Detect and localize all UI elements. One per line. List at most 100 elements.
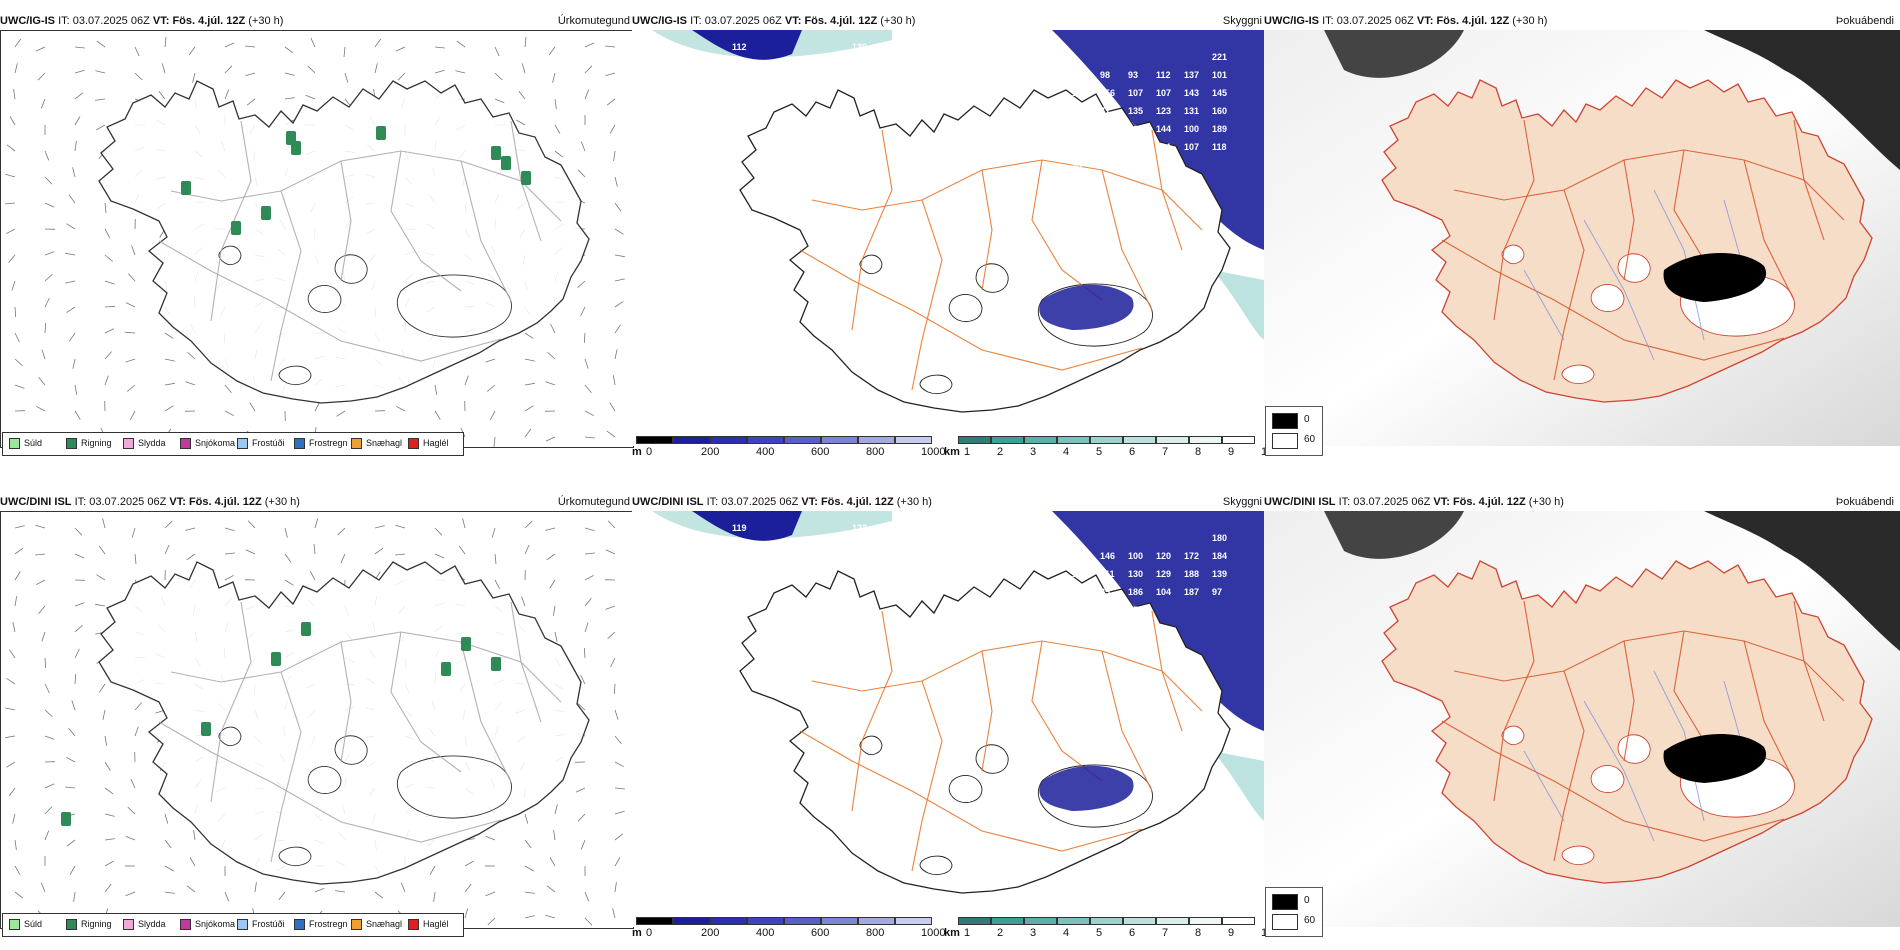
visibility-value-label: 207 [912,539,927,549]
fog-dense-area [1704,511,1900,651]
visibility-value-label: 90 [1100,605,1110,615]
visibility-value-label: 101 [1212,70,1227,80]
colorbar-tick: 4 [1063,446,1070,458]
colorbar-cell [858,436,895,444]
vt-value: Fös. 4.júl. 12Z [188,496,262,508]
wind-barb [494,553,497,564]
rain-cell [291,141,301,155]
wind-barb [494,579,501,589]
legend-swatch [408,438,419,450]
wind-barb [95,603,106,607]
visibility-value-label: 90 [912,58,922,68]
visibility-value-label: 289 [972,523,987,533]
legend-swatch [237,919,248,931]
wind-barb [69,332,76,342]
wind-barb [44,322,47,334]
wind-barb [614,709,619,720]
wind-barb [125,835,136,841]
road-line [1441,720,1785,842]
iceland-landmass [1381,79,1873,403]
visibility-value-label: 130 [1128,569,1143,579]
model-name: UWC/IG-IS [0,15,55,27]
wind-barb [614,810,625,815]
wind-barb [429,865,436,875]
model-name: UWC/DINI ISL [0,496,72,508]
fog-swatch-0 [1272,413,1298,429]
road-line [1793,600,1825,722]
panel-visibility-igis: UWC/IG-IS IT: 03.07.2025 06Z VT: Fös. 4.… [632,12,1273,464]
visibility-value-label: 55 [1128,605,1138,615]
glacier-outline [396,755,512,819]
wind-barb [524,428,532,438]
lead-time: (+30 h) [880,15,916,27]
wind-barb [38,605,46,614]
wind-barb [614,349,618,360]
wind-barb [554,631,558,642]
wind-barb [192,72,196,83]
wind-barb [95,98,106,101]
wind-barb [607,631,616,639]
wind-barb [65,786,76,789]
colorbar-tick: 800 [866,446,885,458]
rain-cell [261,206,271,220]
wind-barb [487,384,496,392]
glacier-outline [1590,764,1625,793]
model-name: UWC/IG-IS [632,15,687,27]
panel-type: Úrkomutegund [557,15,630,27]
wind-barb [247,520,256,529]
fog-legend: 0 60 [1265,887,1323,937]
wind-barb [434,410,441,420]
wind-barb [37,72,46,81]
wind-barb [74,625,83,633]
wind-barb [584,622,589,633]
panel-header: UWC/IG-IS IT: 03.07.2025 06Z VT: Fös. 4.… [632,12,1264,30]
wind-barb [307,65,316,74]
wind-barb [224,552,235,555]
legend-label: Snæhagl [366,919,403,929]
panel-type: Skyggni [1222,15,1262,27]
wind-barb [605,549,616,555]
glacier-outline [859,735,883,756]
precip-type-map [0,30,634,448]
lead-time: (+30 h) [248,15,284,27]
panel-header: UWC/DINI ISL IT: 03.07.2025 06Z VT: Fös.… [1264,493,1900,511]
wind-barb [224,527,235,532]
legend-label: Snæhagl [366,438,403,448]
wind-barb [610,657,616,668]
wind-barb [613,150,616,161]
wind-barb [186,885,196,893]
visibility-colorbars: m02004006008001000km12345678910 [632,436,1273,464]
rain-cell [441,662,451,676]
it-label: IT: [690,15,702,27]
wind-barb [6,678,16,685]
wind-barb [254,882,257,893]
iceland-landmass [98,80,590,404]
wind-barb [14,38,22,48]
wind-barb [125,358,136,363]
wind-barb [104,735,108,746]
glacier-outline [1590,283,1625,312]
wind-barb [187,352,196,360]
colorbar-cell [1156,917,1189,925]
lead-time: (+30 h) [896,496,932,508]
wind-barb [614,735,622,744]
precip-legend: Súld Rigning Slydda Snjókoma Frostúði Frostre… [2,913,464,937]
precip-type-map [0,511,634,929]
wind-barb [584,384,592,393]
road-line [811,640,1203,712]
colorbar-tick: 400 [756,446,775,458]
wind-barb [9,116,16,126]
wind-barb [554,150,564,158]
glacier-outline [1617,734,1651,764]
visibility-value-label: 104 [1156,587,1171,597]
road-line [170,631,562,703]
colorbar-tick: 3 [1030,927,1037,939]
wind-barb [14,306,17,318]
colorbar-tick: 4 [1063,927,1070,939]
wind-barb [584,917,593,926]
wind-barb [284,579,294,586]
wind-barb [524,332,534,339]
wind-barb [96,124,106,131]
wind-barb [284,527,288,538]
wind-barb [464,860,474,867]
